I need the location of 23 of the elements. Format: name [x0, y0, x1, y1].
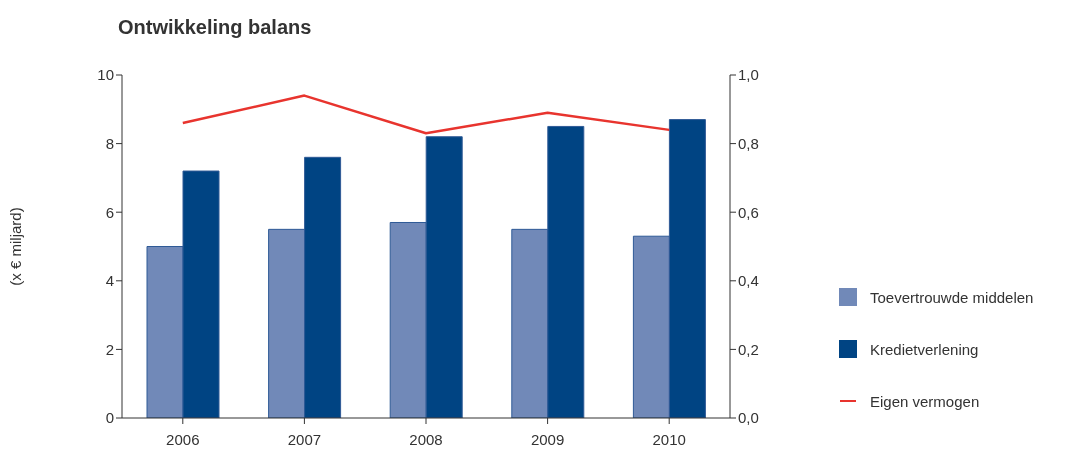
x-tick-label: 2009	[530, 430, 565, 448]
x-tick-label: 2010	[652, 430, 686, 448]
legend-label: Eigen vermogen	[870, 392, 980, 410]
x-tick-label: 2006	[166, 430, 200, 448]
y-tick-label: 8	[105, 134, 114, 152]
y2-tick-label: 0,0	[738, 409, 759, 427]
line-series	[181, 94, 671, 135]
y2-tick-label: 0,6	[738, 203, 759, 221]
y2-tick-label: 0,4	[738, 272, 759, 290]
y-tick-label: 0	[105, 409, 114, 427]
y-tick-label: 6	[105, 203, 114, 221]
legend-label: Kredietverlening	[870, 340, 979, 358]
x-tick-label: 2007	[287, 430, 322, 448]
x-tick-label: 2008	[409, 430, 443, 448]
y-tick-label: 4	[105, 272, 114, 290]
y2-tick-label: 1,0	[738, 66, 759, 84]
y-tick-label: 2	[105, 340, 114, 358]
y2-tick-label: 0,8	[738, 134, 759, 152]
y-tick-label: 10	[97, 66, 114, 84]
chart-title: Ontwikkeling balans	[118, 16, 312, 39]
legend-label: Toevertrouwde middelen	[870, 288, 1034, 306]
y2-tick-label: 0,2	[738, 340, 759, 358]
y-axis-title: (x € miljard)	[7, 207, 25, 286]
